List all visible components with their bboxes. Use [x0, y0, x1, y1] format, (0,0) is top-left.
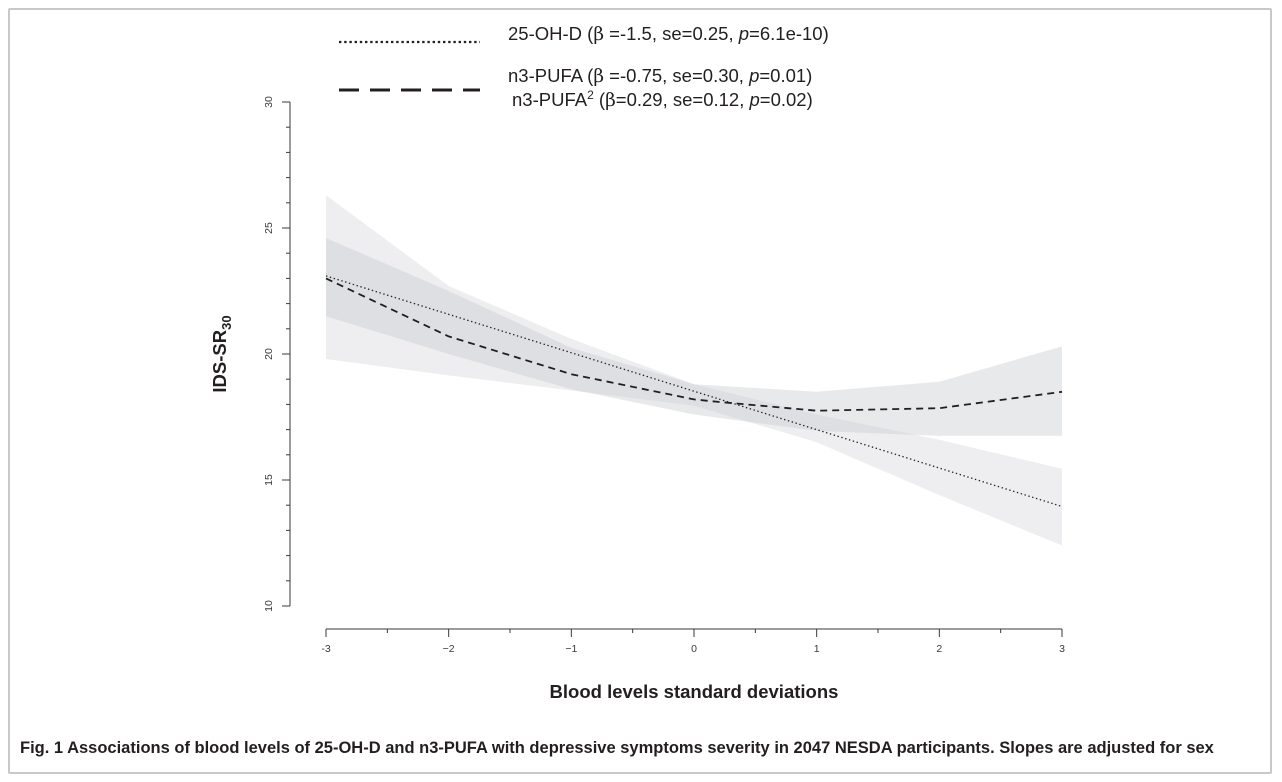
series-lines — [325, 275, 1063, 508]
series-line-n3-pufa — [325, 277, 1063, 412]
ci-band-n3-pufa — [326, 238, 1062, 436]
y-tick-label: 25 — [263, 222, 275, 234]
line-chart: -3 −2 −1 0 1 2 3 10 15 20 25 30 Blood levels standar… — [209, 23, 1065, 702]
legend-label-n3-pufa: n3-PUFA (β =-0.75, se=0.30, p=0.01) — [508, 65, 812, 87]
y-axis-title: IDS-SR30 — [209, 315, 234, 392]
legend-label-n3-pufa: n3-PUFA2 (β=0.29, se=0.12, p=0.02) — [512, 88, 813, 111]
ci-band-25-oh-d — [326, 195, 1062, 546]
x-tick-label: −1 — [565, 643, 577, 655]
caption-text: Associations of blood levels of 25-OH-D … — [67, 739, 1214, 757]
legend-label-25-oh-d: 25-OH-D (β =-1.5, se=0.25, p=6.1e-10) — [508, 23, 829, 45]
x-tick-label: 0 — [691, 643, 697, 655]
y-tick-label: 20 — [263, 348, 275, 360]
figure-frame — [8, 8, 1272, 774]
legend: 25-OH-D (β =-1.5, se=0.25, p=6.1e-10) n3-… — [339, 23, 829, 111]
figure-caption: Fig. 1 Associations of blood levels of 2… — [20, 736, 1275, 760]
x-tick-label: -3 — [321, 643, 330, 655]
series-line-25-oh-d — [325, 275, 1063, 508]
x-tick-label: 3 — [1059, 643, 1065, 655]
y-tick-label: 10 — [263, 600, 275, 612]
y-tick-label: 15 — [263, 474, 275, 486]
x-tick-label: −2 — [443, 643, 455, 655]
confidence-bands — [326, 195, 1062, 546]
x-axis-title: Blood levels standard deviations — [550, 681, 839, 702]
y-tick-label: 30 — [263, 96, 275, 108]
axes: -3 −2 −1 0 1 2 3 10 15 20 25 30 Blood levels standar… — [209, 96, 1065, 702]
x-tick-label: 2 — [936, 643, 942, 655]
x-tick-label: 1 — [814, 643, 820, 655]
caption-label: Fig. 1 — [20, 739, 64, 757]
